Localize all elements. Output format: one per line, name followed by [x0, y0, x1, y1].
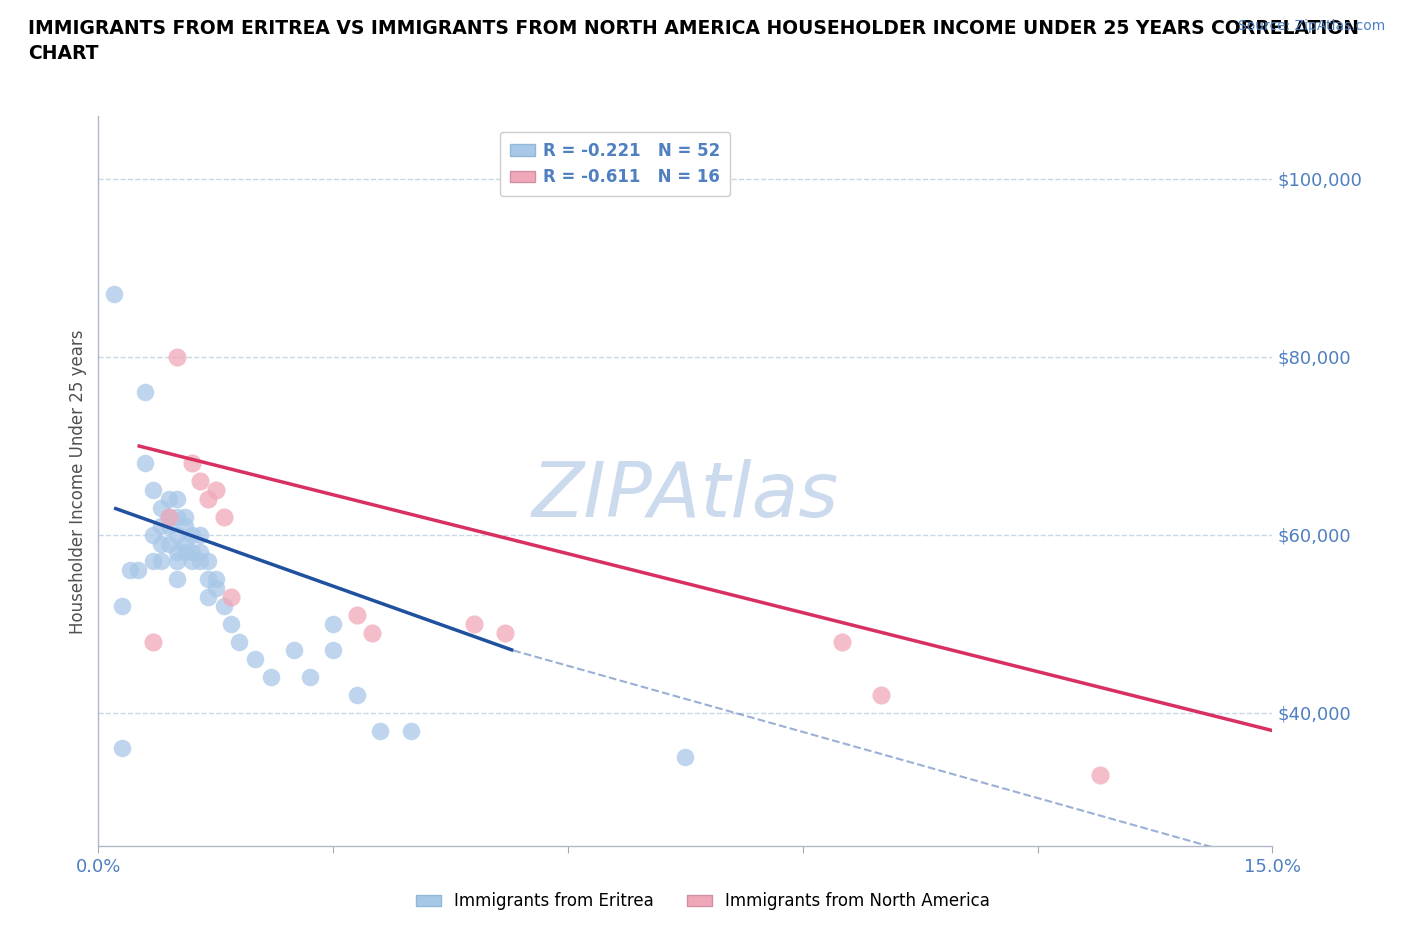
Point — [322, 617, 344, 631]
Point — [181, 554, 204, 569]
Point — [401, 724, 423, 738]
Point — [111, 599, 134, 614]
Point — [870, 687, 893, 702]
Point — [142, 554, 165, 569]
Point — [675, 750, 697, 764]
Point — [127, 563, 149, 578]
Point — [173, 537, 195, 551]
Point — [181, 527, 204, 542]
Point — [142, 634, 165, 649]
Point — [283, 643, 305, 658]
Point — [181, 545, 204, 560]
Point — [259, 670, 281, 684]
Point — [118, 563, 141, 578]
Point — [157, 518, 180, 533]
Point — [173, 518, 195, 533]
Text: ZIPAtlas: ZIPAtlas — [531, 458, 839, 533]
Point — [205, 483, 228, 498]
Point — [188, 554, 211, 569]
Point — [221, 617, 243, 631]
Point — [197, 590, 219, 604]
Point — [197, 492, 219, 507]
Y-axis label: Householder Income Under 25 years: Householder Income Under 25 years — [69, 329, 87, 633]
Point — [205, 580, 228, 595]
Point — [188, 527, 211, 542]
Point — [188, 473, 211, 488]
Point — [173, 545, 195, 560]
Point — [221, 590, 243, 604]
Point — [111, 741, 134, 756]
Point — [157, 492, 180, 507]
Point — [134, 385, 156, 400]
Point — [188, 545, 211, 560]
Point — [212, 599, 235, 614]
Point — [212, 510, 235, 525]
Point — [298, 670, 321, 684]
Point — [166, 572, 188, 587]
Point — [166, 349, 188, 364]
Point — [494, 625, 516, 640]
Legend: Immigrants from Eritrea, Immigrants from North America: Immigrants from Eritrea, Immigrants from… — [409, 885, 997, 917]
Point — [463, 617, 485, 631]
Point — [150, 500, 173, 515]
Point — [243, 652, 266, 667]
Point — [142, 527, 165, 542]
Point — [150, 554, 173, 569]
Point — [368, 724, 391, 738]
Text: IMMIGRANTS FROM ERITREA VS IMMIGRANTS FROM NORTH AMERICA HOUSEHOLDER INCOME UNDE: IMMIGRANTS FROM ERITREA VS IMMIGRANTS FR… — [28, 19, 1360, 62]
Point — [103, 286, 125, 301]
Point — [197, 554, 219, 569]
Point — [361, 625, 384, 640]
Point — [346, 687, 368, 702]
Point — [1090, 767, 1112, 782]
Point — [150, 537, 173, 551]
Point — [134, 456, 156, 471]
Point — [346, 607, 368, 622]
Point — [166, 545, 188, 560]
Point — [181, 456, 204, 471]
Point — [166, 510, 188, 525]
Point — [322, 643, 344, 658]
Point — [157, 510, 180, 525]
Point — [157, 537, 180, 551]
Text: Source: ZipAtlas.com: Source: ZipAtlas.com — [1237, 19, 1385, 33]
Point — [197, 572, 219, 587]
Legend: R = -0.221   N = 52, R = -0.611   N = 16: R = -0.221 N = 52, R = -0.611 N = 16 — [499, 132, 730, 196]
Point — [166, 554, 188, 569]
Point — [173, 510, 195, 525]
Point — [157, 510, 180, 525]
Point — [831, 634, 853, 649]
Point — [150, 518, 173, 533]
Point — [205, 572, 228, 587]
Point — [228, 634, 250, 649]
Point — [166, 527, 188, 542]
Point — [166, 492, 188, 507]
Point — [142, 483, 165, 498]
